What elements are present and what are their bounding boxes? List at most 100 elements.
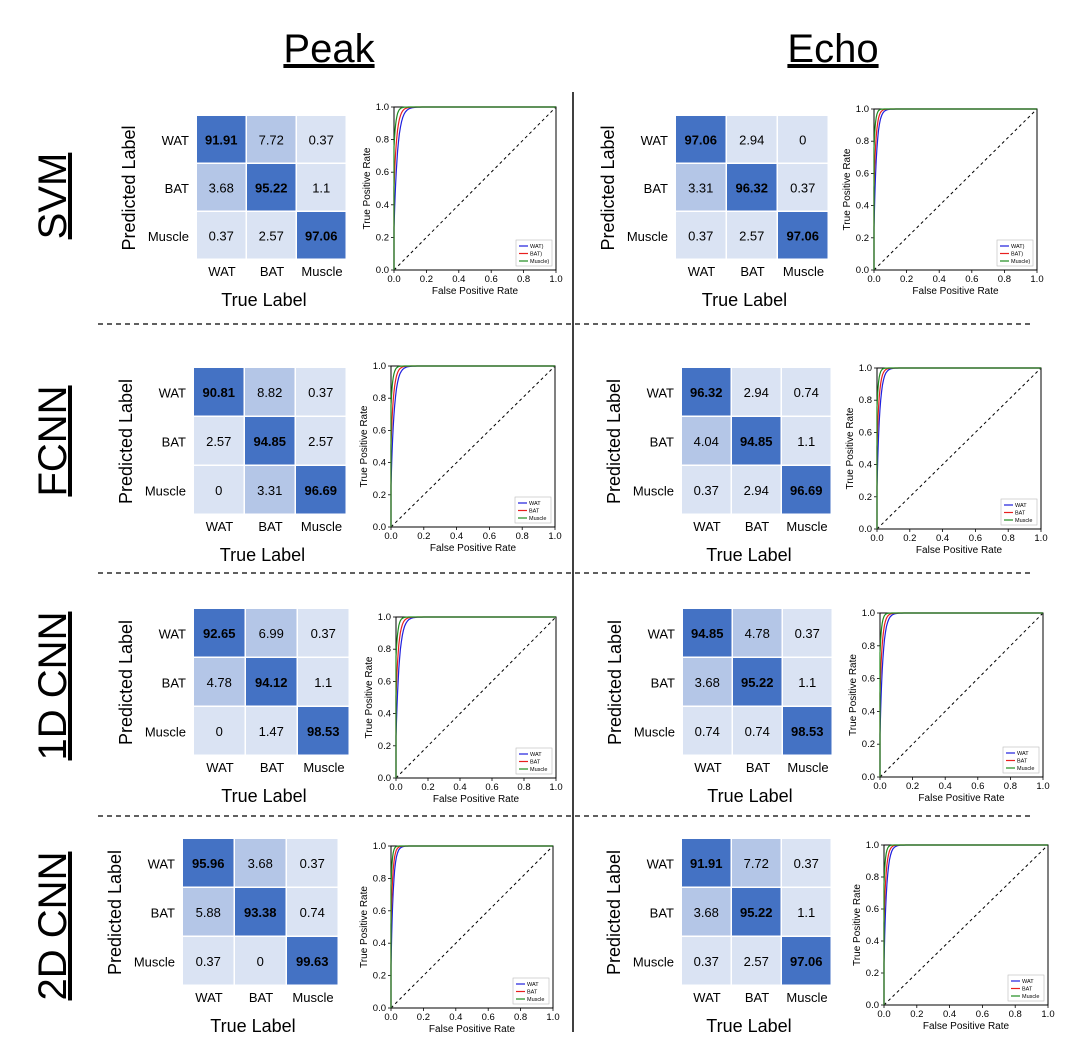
matrix-cell [682,368,731,416]
matrix-ylabel: Predicted Label [604,379,624,504]
matrix-col-label: BAT [260,760,284,775]
matrix-cell-value: 97.06 [305,228,338,243]
roc-y-tick-label: 0.6 [856,168,869,179]
row-headers: SVM FCNN 1D CNN 2D CNN [31,153,75,1001]
matrix-cell [298,707,349,755]
matrix-cell [782,368,831,416]
matrix-cell-value: 92.65 [203,626,236,641]
matrix-cell [247,164,296,211]
matrix-cell [778,116,828,163]
confusion-matrix: 96.32 2.94 0.74 4.04 94.85 1.1 0.37 2.94 96.69 WA… [604,368,831,565]
roc-x-tick-label: 0.2 [417,531,430,542]
roc-x-tick-label: 0.8 [998,274,1011,285]
roc-legend-label: BAT [1022,987,1033,993]
matrix-cell-value: 98.53 [791,724,824,739]
roc-plot: 0.00.0 0.2 0.2 0.4 0.4 0.6 0.6 0.8 0.8 1.0 1.0 Fals… [842,104,1044,297]
roc-y-tick-label: 0.6 [866,904,879,915]
roc-x-tick-label: 1.0 [1034,533,1047,544]
roc-y-tick-label: 0.8 [378,644,391,655]
roc-y-tick-label: 0.2 [373,490,386,501]
matrix-cell-value: 97.06 [684,132,717,147]
roc-x-tick-label: 0.2 [420,274,433,285]
roc-y-tick-label: 0.8 [373,393,386,404]
matrix-row-label: BAT [165,181,189,196]
roc-y-tick-label: 1.0 [856,104,869,115]
matrix-cell [287,839,338,887]
matrix-xlabel: True Label [220,545,305,565]
roc-y-tick-label: 0.0 [373,522,386,533]
matrix-cell-value: 91.91 [690,856,723,871]
matrix-cell [783,609,832,657]
matrix-xlabel: True Label [706,1016,791,1036]
matrix-cell-value: 0 [799,132,806,147]
roc-y-tick-label: 0.0 [859,524,872,535]
matrix-row-label: WAT [647,857,674,872]
matrix-xlabel: True Label [707,786,792,806]
roc-ylabel: True Positive Rate [848,654,859,736]
matrix-cell-value: 90.81 [202,385,235,400]
matrix-cell [782,839,831,887]
roc-xlabel: False Positive Rate [430,543,517,554]
matrix-cell [297,164,346,211]
matrix-ylabel: Predicted Label [105,850,125,975]
matrix-cell-value: 94.85 [740,434,773,449]
roc-ylabel: True Positive Rate [842,148,853,230]
matrix-row-label: WAT [159,627,186,642]
panel-2d-cnn-echo: 91.91 7.72 0.37 3.68 95.22 1.1 0.37 2.57 97.06 WA… [604,839,1055,1036]
matrix-cell-value: 0.37 [309,132,334,147]
matrix-cell-value: 1.1 [312,180,330,195]
separators [98,92,1030,1032]
roc-x-tick-label: 0.0 [867,274,880,285]
matrix-cell-value: 0.74 [745,724,770,739]
roc-x-tick-label: 0.0 [384,531,397,542]
roc-y-tick-label: 1.0 [378,612,391,623]
roc-y-tick-label: 0.8 [866,872,879,883]
matrix-cell-value: 94.12 [255,675,288,690]
matrix-cell-value: 0.37 [688,228,713,243]
matrix-col-label: Muscle [787,760,828,775]
roc-y-tick-label: 0.6 [373,906,386,917]
roc-y-tick-label: 0.2 [859,492,872,503]
roc-y-tick-label: 0.4 [859,460,872,471]
roc-legend: WAT) BAT)Muscle) [515,239,553,267]
matrix-cell [197,212,246,259]
matrix-cell [682,888,731,936]
roc-legend-label: WAT) [530,244,544,250]
roc-curve-muscle [395,616,556,778]
matrix-col-label: WAT [206,760,233,775]
matrix-cell-value: 0.37 [300,856,325,871]
matrix-cell-value: 99.63 [296,954,329,969]
matrix-cell-value: 2.94 [744,483,769,498]
matrix-row-label: Muscle [145,725,186,740]
roc-x-tick-label: 1.0 [1030,274,1043,285]
matrix-row-label: WAT [647,386,674,401]
matrix-cell-value: 3.31 [688,180,713,195]
matrix-xlabel: True Label [702,290,787,310]
matrix-cell [682,839,731,887]
roc-x-tick-label: 0.4 [936,533,949,544]
panel-2d-cnn-peak: 95.96 3.68 0.375.88 93.38 0.740.37 0 99.63WATW… [105,839,560,1036]
roc-x-tick-label: 0.8 [516,531,529,542]
roc-y-tick-label: 0.2 [373,971,386,982]
roc-xlabel: False Positive Rate [923,1021,1010,1032]
roc-x-tick-label: 0.8 [1009,1009,1022,1020]
row-title-fcnn: FCNN [31,385,75,496]
roc-x-tick-label: 0.8 [1004,781,1017,792]
roc-x-tick-label: 0.2 [900,274,913,285]
roc-x-tick-label: 0.2 [910,1009,923,1020]
matrix-col-label: Muscle [783,264,824,279]
roc-y-tick-label: 0.2 [376,232,389,243]
matrix-cell [287,888,338,936]
matrix-cell [778,164,828,211]
matrix-cell [732,466,781,514]
matrix-cell-value: 3.31 [257,483,282,498]
matrix-row-label: Muscle [145,484,186,499]
roc-x-tick-label: 0.8 [517,782,530,793]
roc-x-tick-label: 1.0 [546,1012,559,1023]
roc-legend-label: BAT) [1011,252,1023,258]
matrix-xlabel: True Label [210,1016,295,1036]
